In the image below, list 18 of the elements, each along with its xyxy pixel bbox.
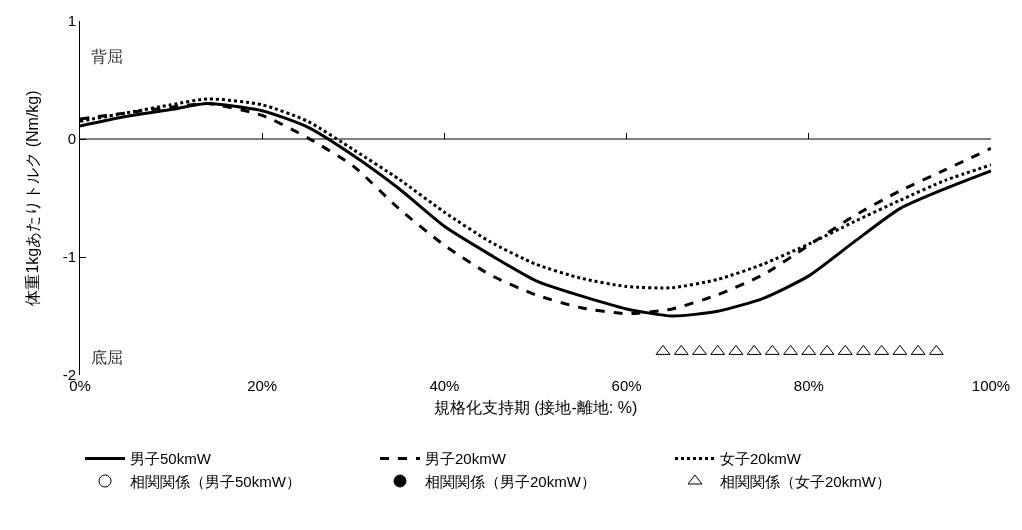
x-tick-label: 20% [247, 377, 278, 394]
legend-label: 女子20kmW [720, 450, 802, 468]
legend-label: 相関関係（男子20kmW） [425, 472, 596, 490]
x-tick-label: 60% [611, 377, 642, 394]
legend-label: 男子20kmW [425, 450, 507, 468]
legend-label: 男子50kmW [130, 450, 212, 468]
legend-label: 相関関係（女子20kmW） [720, 472, 891, 490]
x-tick-label: 80% [793, 377, 824, 394]
x-tick-label: 40% [429, 377, 460, 394]
legend-label: 相関関係（男子50kmW） [130, 472, 301, 490]
y-tick-label: 0 [67, 130, 76, 148]
x-tick-label: 100% [971, 377, 1011, 394]
y-axis-title: 体重1kgあたりトルク (Nm/kg) [24, 90, 41, 306]
y-tick-label: 1 [67, 12, 76, 30]
annotation: 底屈 [91, 349, 123, 366]
y-tick-label: -1 [62, 248, 76, 266]
x-axis-title: 規格化支持期 (接地-離地: %) [433, 398, 638, 416]
annotation: 背屈 [91, 48, 123, 65]
